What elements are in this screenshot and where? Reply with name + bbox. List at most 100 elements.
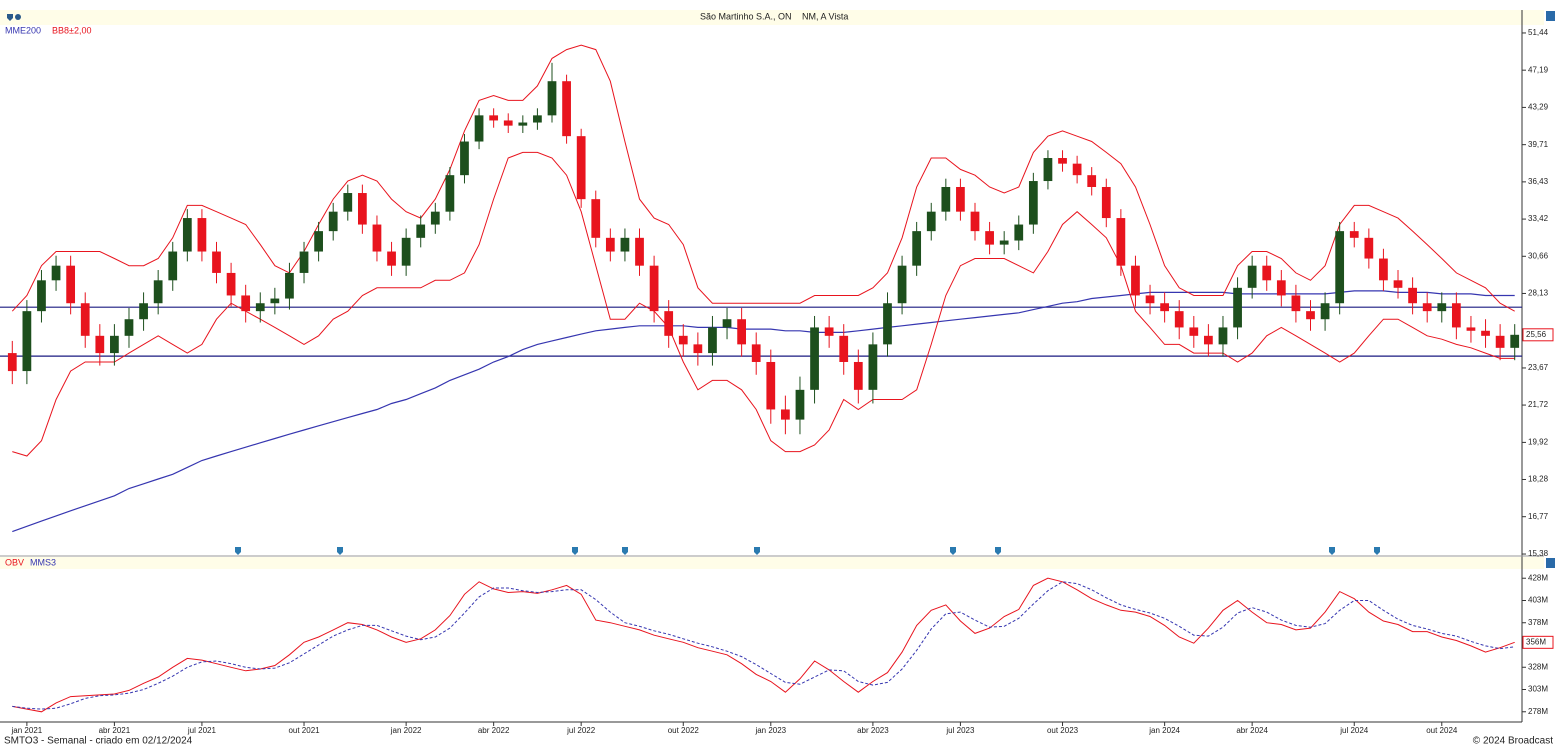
- candle-body: [1101, 186, 1111, 219]
- y-tick-label: 15,38: [1528, 549, 1549, 558]
- event-marker[interactable]: [1329, 547, 1335, 555]
- legend-entry: OBV: [5, 557, 24, 567]
- candle-body: [883, 303, 892, 345]
- y-tick-label: 39,71: [1528, 140, 1549, 149]
- candle-body: [956, 186, 965, 212]
- candle-body: [182, 218, 192, 252]
- candle-body: [1306, 311, 1315, 320]
- candle-body: [1262, 265, 1272, 281]
- candle-body: [678, 335, 688, 345]
- candle-body: [941, 186, 951, 212]
- candle-body: [503, 120, 513, 126]
- candle-body: [1320, 303, 1330, 320]
- y-tick-label: 328M: [1528, 662, 1548, 671]
- candle-body: [1291, 295, 1301, 312]
- event-marker[interactable]: [622, 547, 628, 555]
- candle-body: [1174, 311, 1184, 328]
- candle-body: [401, 237, 411, 266]
- moving-average-line: [12, 290, 1515, 533]
- x-tick-label: jul 2022: [566, 726, 596, 735]
- y-tick-label: 30,66: [1528, 251, 1549, 260]
- candle-body: [460, 141, 469, 176]
- x-tick-label: jan 2021: [11, 726, 43, 735]
- x-tick-label: abr 2021: [99, 726, 131, 735]
- indicator-line: [12, 577, 1515, 713]
- event-marker[interactable]: [337, 547, 343, 555]
- candle-body: [299, 251, 309, 273]
- candle-body: [591, 199, 601, 238]
- y-tick-label: 18,28: [1528, 475, 1549, 484]
- candle-body: [357, 193, 367, 225]
- x-tick-label: out 2021: [288, 726, 320, 735]
- candle-body: [66, 265, 76, 304]
- event-marker[interactable]: [950, 547, 956, 555]
- candle-body: [1218, 327, 1228, 345]
- candle-body: [999, 240, 1009, 245]
- candle-body: [474, 115, 484, 142]
- candle-body: [1131, 265, 1140, 296]
- candle-body: [1145, 295, 1155, 304]
- candle-body: [285, 272, 294, 299]
- footer-right: © 2024 Broadcast: [1473, 736, 1553, 747]
- x-tick-label: out 2023: [1047, 726, 1079, 735]
- candle-body: [139, 303, 148, 320]
- y-tick-label: 28,13: [1528, 289, 1549, 298]
- candle-body: [533, 115, 542, 123]
- x-tick-label: jan 2023: [754, 726, 786, 735]
- candle-body: [387, 251, 396, 266]
- y-tick-label: 303M: [1528, 685, 1548, 694]
- candle-body: [985, 231, 994, 245]
- candle-body: [1393, 280, 1403, 288]
- last-value-label: 356M: [1526, 637, 1546, 646]
- candle-body: [110, 335, 119, 354]
- candle-body: [343, 193, 353, 212]
- candle-body: [226, 272, 236, 296]
- candle-body: [1364, 237, 1374, 259]
- candle-body: [693, 344, 703, 354]
- x-tick-label: jan 2024: [1148, 726, 1180, 735]
- event-marker[interactable]: [754, 547, 760, 555]
- candle-body: [95, 335, 105, 354]
- candle-body: [124, 319, 134, 336]
- candle-body: [1043, 158, 1053, 182]
- x-tick-label: abr 2023: [857, 726, 889, 735]
- y-tick-label: 403M: [1528, 596, 1548, 605]
- x-tick-label: jul 2024: [1339, 726, 1369, 735]
- candle-body: [51, 265, 61, 281]
- candle-body: [168, 251, 178, 281]
- legend-entry: BB8±2,00: [52, 25, 91, 35]
- chart-title: São Martinho S.A., ON: [700, 11, 792, 21]
- candle-body: [1349, 231, 1359, 238]
- candle-body: [1422, 303, 1432, 312]
- x-tick-label: jan 2022: [390, 726, 422, 735]
- icon[interactable]: [1546, 558, 1555, 568]
- event-marker[interactable]: [235, 547, 241, 555]
- indicator-line: [12, 581, 1515, 710]
- event-marker[interactable]: [995, 547, 1001, 555]
- candle-body: [1028, 181, 1038, 225]
- candle-body: [1204, 335, 1213, 345]
- candle-body: [664, 311, 674, 336]
- candle-body: [445, 175, 455, 212]
- event-marker[interactable]: [572, 547, 578, 555]
- candle-body: [270, 298, 280, 304]
- x-tick-label: abr 2022: [478, 726, 510, 735]
- candle-body: [576, 136, 586, 200]
- candle-body: [1276, 280, 1286, 296]
- candle-body: [737, 319, 746, 345]
- candle-body: [80, 303, 90, 336]
- icon[interactable]: [1546, 11, 1555, 21]
- candle-body: [314, 231, 323, 252]
- candle-body: [1408, 287, 1417, 304]
- footer-left: SMTO3 - Semanal - criado em 02/12/2024: [4, 736, 193, 747]
- event-marker[interactable]: [1374, 547, 1380, 555]
- icon: [7, 14, 13, 21]
- candle-body: [1189, 327, 1199, 336]
- candle-body: [839, 335, 849, 362]
- subpanel-band: [0, 557, 1544, 569]
- candle-body: [430, 211, 440, 225]
- candle-body: [708, 327, 717, 354]
- candle-body: [1058, 158, 1067, 164]
- x-tick-label: out 2024: [1426, 726, 1458, 735]
- candle-body: [1247, 265, 1257, 288]
